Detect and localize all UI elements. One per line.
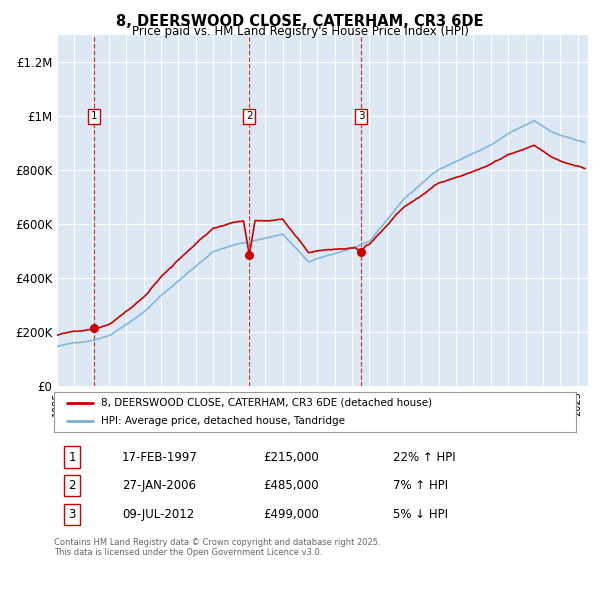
Text: HPI: Average price, detached house, Tandridge: HPI: Average price, detached house, Tand…: [101, 416, 345, 426]
Text: Price paid vs. HM Land Registry's House Price Index (HPI): Price paid vs. HM Land Registry's House …: [131, 25, 469, 38]
Text: 3: 3: [68, 508, 76, 521]
Text: 5% ↓ HPI: 5% ↓ HPI: [394, 508, 448, 521]
Text: 3: 3: [358, 112, 364, 122]
Text: £485,000: £485,000: [263, 479, 319, 493]
Text: 2: 2: [68, 479, 76, 493]
Text: 8, DEERSWOOD CLOSE, CATERHAM, CR3 6DE: 8, DEERSWOOD CLOSE, CATERHAM, CR3 6DE: [116, 14, 484, 28]
Text: Contains HM Land Registry data © Crown copyright and database right 2025.
This d: Contains HM Land Registry data © Crown c…: [54, 538, 380, 558]
Text: £499,000: £499,000: [263, 508, 319, 521]
Text: 09-JUL-2012: 09-JUL-2012: [122, 508, 194, 521]
Text: 2: 2: [246, 112, 253, 122]
Text: 7% ↑ HPI: 7% ↑ HPI: [394, 479, 448, 493]
Text: 1: 1: [91, 112, 97, 122]
Text: 22% ↑ HPI: 22% ↑ HPI: [394, 451, 456, 464]
Text: 1: 1: [68, 451, 76, 464]
Text: 27-JAN-2006: 27-JAN-2006: [122, 479, 196, 493]
Text: £215,000: £215,000: [263, 451, 319, 464]
Text: 8, DEERSWOOD CLOSE, CATERHAM, CR3 6DE (detached house): 8, DEERSWOOD CLOSE, CATERHAM, CR3 6DE (d…: [101, 398, 432, 408]
Text: 17-FEB-1997: 17-FEB-1997: [122, 451, 198, 464]
